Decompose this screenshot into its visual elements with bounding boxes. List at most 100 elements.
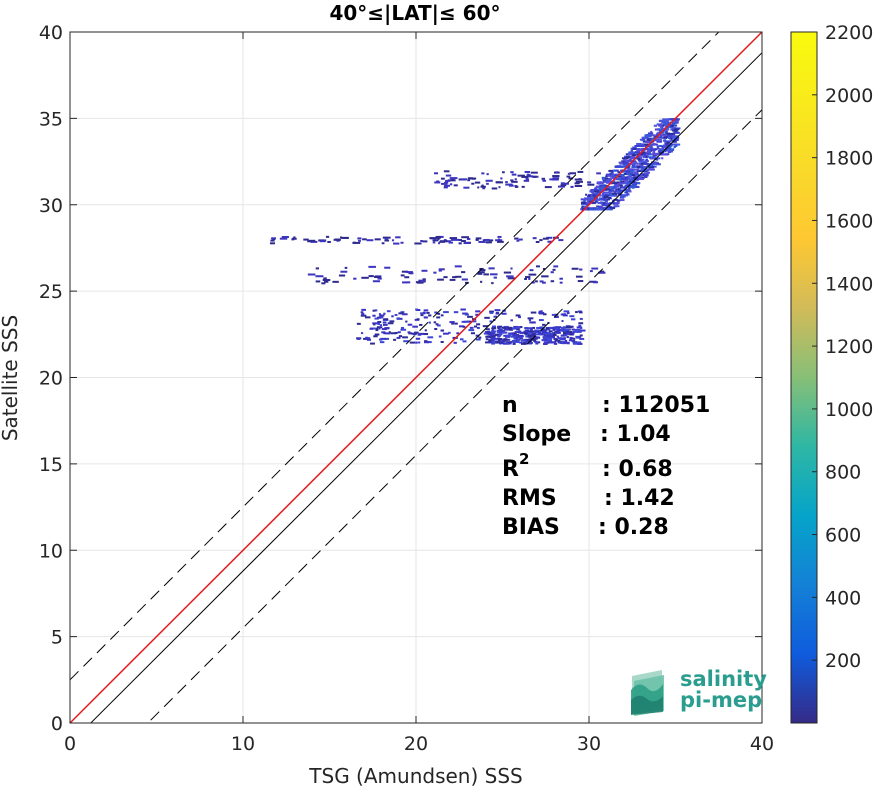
- density-cell: [670, 139, 675, 142]
- density-cell: [650, 157, 657, 160]
- stat-slope-label: Slope: [502, 422, 571, 447]
- density-cell: [323, 277, 327, 280]
- density-cell: [526, 327, 533, 330]
- density-cell: [463, 320, 469, 323]
- density-cell: [391, 315, 394, 318]
- density-cell: [527, 331, 533, 334]
- density-cell: [475, 334, 480, 337]
- density-cell: [535, 280, 538, 283]
- density-cell: [473, 325, 478, 328]
- density-cell: [485, 241, 489, 244]
- density-cell: [633, 181, 636, 184]
- density-cell: [549, 335, 555, 338]
- density-cell: [650, 148, 654, 151]
- density-cell: [636, 156, 641, 159]
- density-cell: [390, 332, 397, 335]
- density-cell: [552, 175, 560, 178]
- density-cell: [632, 154, 636, 157]
- density-cell: [472, 177, 475, 180]
- density-cell: [368, 265, 376, 268]
- density-cell: [598, 197, 604, 200]
- density-cell: [592, 194, 596, 197]
- density-cell: [501, 312, 507, 315]
- density-cell: [534, 330, 539, 333]
- density-cell: [636, 170, 642, 173]
- density-cell: [636, 149, 641, 152]
- density-cell: [494, 340, 499, 343]
- density-cell: [597, 271, 606, 274]
- density-cell: [377, 321, 382, 324]
- density-cell: [508, 328, 512, 331]
- density-cell: [652, 151, 655, 154]
- density-cell: [589, 270, 593, 273]
- density-cell: [655, 163, 661, 166]
- density-cell: [587, 181, 592, 184]
- density-cell: [500, 340, 503, 343]
- density-cell: [572, 330, 579, 333]
- density-cell: [426, 341, 432, 344]
- density-cell: [327, 240, 331, 243]
- density-cell: [635, 178, 640, 181]
- density-cell: [545, 327, 550, 330]
- density-cell: [649, 147, 654, 150]
- density-cell: [420, 314, 424, 317]
- density-cell: [429, 237, 437, 240]
- density-cell: [557, 340, 561, 343]
- density-cell: [609, 208, 612, 211]
- density-cell: [561, 334, 565, 337]
- colorbar-tick-label: 1600: [825, 210, 873, 232]
- density-cell: [443, 276, 448, 279]
- density-cell: [456, 332, 460, 335]
- density-cell: [512, 342, 516, 345]
- density-cell: [378, 313, 382, 316]
- density-cell: [486, 182, 489, 185]
- density-cell: [439, 240, 448, 243]
- density-cell: [570, 185, 574, 188]
- density-cell: [574, 185, 583, 188]
- density-cell: [594, 186, 597, 189]
- density-cell: [618, 161, 624, 164]
- density-cell: [506, 334, 512, 337]
- density-cell: [453, 341, 457, 344]
- density-cell: [369, 327, 374, 330]
- density-cell: [628, 173, 633, 176]
- density-cell: [633, 176, 637, 179]
- density-cell: [382, 321, 387, 324]
- density-cell: [379, 341, 385, 344]
- density-cell: [372, 322, 378, 325]
- density-cell: [493, 315, 498, 318]
- density-cell: [552, 268, 556, 271]
- density-cell: [492, 325, 496, 328]
- density-cell: [638, 178, 644, 181]
- density-cell: [594, 198, 601, 201]
- density-cell: [566, 332, 570, 335]
- density-cell: [663, 120, 668, 123]
- density-cell: [646, 150, 653, 153]
- density-cell: [501, 340, 507, 343]
- density-cell: [381, 331, 386, 334]
- density-cell: [484, 238, 490, 241]
- density-cell: [624, 191, 629, 194]
- density-cell: [557, 337, 563, 340]
- density-cell: [451, 322, 455, 325]
- density-cell: [631, 164, 635, 167]
- density-cell: [440, 177, 445, 180]
- density-cell: [628, 180, 632, 183]
- density-cell: [523, 339, 527, 342]
- density-cell: [414, 331, 419, 334]
- density-cell: [494, 309, 501, 312]
- density-cell: [398, 335, 403, 338]
- density-cell: [673, 124, 678, 127]
- density-cell: [497, 240, 504, 243]
- density-cell: [308, 239, 316, 242]
- density-cell: [580, 201, 587, 204]
- density-cell: [523, 342, 527, 345]
- density-cell: [507, 277, 516, 280]
- density-cell: [579, 317, 583, 320]
- density-cell: [578, 335, 582, 338]
- density-cell: [487, 333, 494, 336]
- density-cell: [599, 270, 605, 273]
- density-cell: [427, 336, 434, 339]
- density-cell: [395, 236, 401, 239]
- density-cell: [361, 276, 369, 279]
